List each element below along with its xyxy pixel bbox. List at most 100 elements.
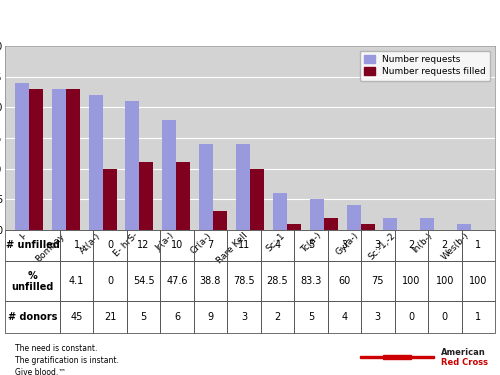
Bar bbox=[60, 302, 94, 333]
Text: The need is constant.
The gratification is instant.
Give blood.™: The need is constant. The gratification … bbox=[15, 344, 118, 375]
Bar bbox=[236, 144, 250, 230]
Bar bbox=[162, 120, 176, 230]
Bar bbox=[5, 261, 60, 302]
Bar bbox=[127, 302, 160, 333]
Text: 2: 2 bbox=[408, 240, 414, 250]
Text: 3: 3 bbox=[342, 240, 347, 250]
Bar bbox=[140, 162, 153, 230]
Text: 0: 0 bbox=[442, 312, 448, 322]
Text: 100: 100 bbox=[402, 276, 420, 286]
Text: 4.1: 4.1 bbox=[69, 276, 84, 286]
Bar bbox=[462, 230, 495, 261]
Bar bbox=[361, 261, 394, 302]
Text: cont.: cont. bbox=[394, 20, 428, 30]
Text: 100: 100 bbox=[469, 276, 488, 286]
Bar bbox=[394, 302, 428, 333]
Bar bbox=[273, 193, 287, 230]
Bar bbox=[394, 230, 428, 261]
Bar bbox=[194, 261, 227, 302]
Bar bbox=[88, 95, 102, 230]
Text: 78.5: 78.5 bbox=[233, 276, 255, 286]
Bar bbox=[94, 230, 127, 261]
Text: 9: 9 bbox=[208, 312, 214, 322]
Text: 4: 4 bbox=[342, 312, 347, 322]
Text: 47.6: 47.6 bbox=[166, 276, 188, 286]
Bar bbox=[360, 356, 434, 358]
Bar bbox=[60, 230, 94, 261]
Bar bbox=[260, 302, 294, 333]
Bar bbox=[227, 261, 260, 302]
Bar bbox=[428, 261, 462, 302]
Text: 5: 5 bbox=[308, 240, 314, 250]
Bar bbox=[29, 89, 43, 230]
Bar bbox=[126, 101, 140, 230]
Bar bbox=[250, 168, 264, 230]
Bar bbox=[287, 224, 301, 230]
Text: 3: 3 bbox=[241, 312, 247, 322]
Bar bbox=[420, 217, 434, 230]
Text: 21: 21 bbox=[104, 312, 117, 322]
Bar bbox=[360, 224, 374, 230]
Bar bbox=[60, 261, 94, 302]
Bar bbox=[52, 89, 66, 230]
Bar bbox=[361, 302, 394, 333]
Text: 45: 45 bbox=[70, 312, 83, 322]
Text: # unfilled: # unfilled bbox=[6, 240, 60, 250]
Text: # donors: # donors bbox=[8, 312, 57, 322]
Text: 75: 75 bbox=[372, 276, 384, 286]
Bar bbox=[428, 302, 462, 333]
Legend: Number requests, Number requests filled: Number requests, Number requests filled bbox=[360, 51, 490, 81]
Text: 60: 60 bbox=[338, 276, 350, 286]
Text: Requests vs. Filled Requests for Highs: Requests vs. Filled Requests for Highs bbox=[12, 16, 390, 34]
Bar bbox=[294, 230, 328, 261]
Bar bbox=[15, 83, 29, 230]
Bar bbox=[310, 199, 324, 230]
Bar bbox=[384, 217, 398, 230]
Bar bbox=[94, 261, 127, 302]
Bar bbox=[94, 302, 127, 333]
Text: 2: 2 bbox=[442, 240, 448, 250]
Text: 4: 4 bbox=[274, 240, 280, 250]
Bar bbox=[328, 302, 361, 333]
Bar bbox=[5, 302, 60, 333]
Bar bbox=[260, 261, 294, 302]
Text: 0: 0 bbox=[408, 312, 414, 322]
Bar bbox=[294, 302, 328, 333]
Text: 0: 0 bbox=[107, 240, 113, 250]
Bar bbox=[384, 355, 410, 359]
Bar bbox=[127, 261, 160, 302]
Bar bbox=[428, 230, 462, 261]
Text: 7: 7 bbox=[208, 240, 214, 250]
Bar bbox=[5, 230, 60, 261]
Text: Red Cross: Red Cross bbox=[441, 358, 488, 367]
Text: 2: 2 bbox=[274, 312, 280, 322]
Bar bbox=[127, 230, 160, 261]
Text: 11: 11 bbox=[238, 240, 250, 250]
Bar bbox=[328, 230, 361, 261]
Bar bbox=[160, 261, 194, 302]
Text: 0: 0 bbox=[107, 276, 113, 286]
Text: 1: 1 bbox=[475, 240, 482, 250]
Bar bbox=[66, 89, 80, 230]
Bar bbox=[102, 168, 117, 230]
Bar bbox=[227, 302, 260, 333]
Bar bbox=[160, 302, 194, 333]
Text: 54.5: 54.5 bbox=[132, 276, 154, 286]
Bar bbox=[394, 261, 428, 302]
Bar bbox=[346, 205, 360, 230]
Text: 28.5: 28.5 bbox=[266, 276, 288, 286]
Text: 10: 10 bbox=[171, 240, 183, 250]
Bar bbox=[361, 230, 394, 261]
Bar bbox=[199, 144, 213, 230]
Text: 6: 6 bbox=[174, 312, 180, 322]
Bar bbox=[457, 224, 471, 230]
Bar bbox=[213, 211, 227, 230]
Text: 100: 100 bbox=[436, 276, 454, 286]
Text: 1: 1 bbox=[74, 240, 80, 250]
Text: 3: 3 bbox=[375, 312, 381, 322]
Bar bbox=[294, 261, 328, 302]
Bar bbox=[260, 230, 294, 261]
Bar bbox=[176, 162, 190, 230]
Bar bbox=[462, 302, 495, 333]
Bar bbox=[194, 230, 227, 261]
